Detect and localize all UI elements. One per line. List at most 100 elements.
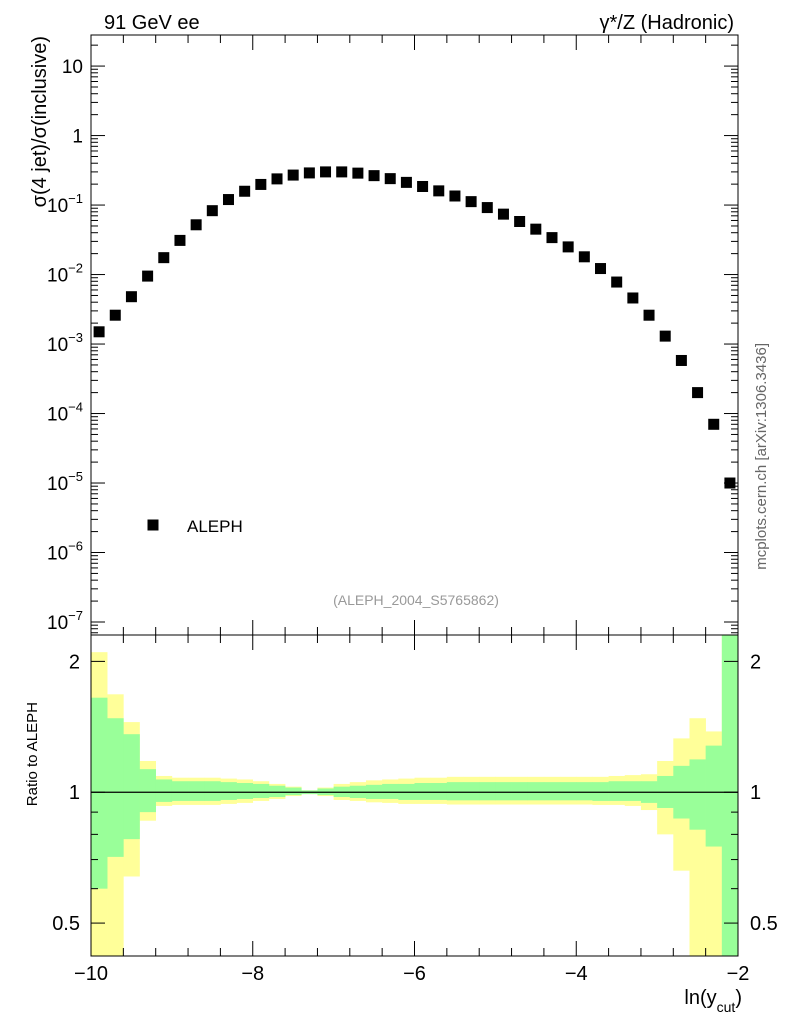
data-point [692,387,704,399]
xlabel-subscript: cut [717,999,736,1015]
stat-band-bin [624,781,642,801]
main-ytick-label: 10−5 [47,469,83,495]
data-point [497,208,509,220]
stat-band-bin [220,782,237,800]
main-marks [93,166,736,489]
stat-band-bin [414,783,431,800]
data-point [222,194,234,206]
legend-marker [147,519,159,531]
header-left-label: 91 GeV ee [104,12,200,34]
header-right-label: γ*/Z (Hadronic) [600,12,734,34]
stat-band-bin [705,745,723,847]
ratio-ylabel: Ratio to ALEPH [24,702,41,806]
data-point [303,167,315,179]
data-point [255,178,267,190]
main-ytick-exp: −1 [68,191,83,206]
main-ytick-label: 10−1 [47,191,83,217]
main-ytick-label: 10−4 [47,400,83,426]
stat-band-bin [123,734,140,840]
ratio-ytick-label: 2 [69,651,80,673]
stat-band-bin [446,782,464,801]
stat-band-bin [252,783,270,798]
stat-band-bin [204,781,221,801]
ratio-ytick-label-right: 2 [750,651,761,673]
xtick-label: −6 [403,963,426,985]
stat-band-bin [188,781,205,801]
data-point [287,169,299,181]
ratio-bands [91,635,739,956]
data-point [546,232,558,244]
data-point [158,252,170,264]
stat-band-bin [382,783,399,799]
data-point [142,270,154,282]
main-ytick-label: 1 [72,127,83,148]
xtick-label: −4 [565,963,588,985]
stat-band-bin [268,785,286,798]
main-ytick-base: 10 [47,474,68,495]
main-ytick-exp: −7 [68,608,83,623]
main-ytick-label: 10−2 [47,261,83,287]
stat-band-bin [171,781,189,801]
main-ytick-exp: −6 [68,539,83,554]
data-point [465,196,477,208]
stat-band-bin [91,697,108,889]
stat-band-bin [511,782,529,801]
data-point [562,241,574,253]
side-label: mcplots.cern.ch [arXiv:1306.3436] [753,343,770,570]
stat-band-bin [608,781,626,801]
data-point [109,309,121,321]
stat-band-bin [139,769,156,813]
stat-band-bin [430,783,448,800]
main-ytick-base: 10 [47,266,68,287]
data-point [514,215,526,227]
ratio-ytick-label: 0.5 [52,913,80,935]
stat-band-bin [236,783,254,799]
xtick-label: −10 [74,963,108,985]
main-ytick-label: 10−6 [47,539,83,565]
stat-band-bin [463,782,480,801]
data-point [206,205,218,217]
stat-band-bin [576,782,593,801]
data-point [174,234,186,246]
main-ytick-exp: −4 [68,400,83,415]
xlabel-main: ln(y [684,987,716,1009]
ratio-ytick-label: 1 [69,782,80,804]
data-point [320,166,332,178]
data-point [352,167,364,179]
data-point [417,180,429,192]
data-point [530,223,542,235]
data-point [368,170,380,182]
stat-band-bin [285,787,302,796]
data-point [125,291,137,303]
ratio-frame [90,634,739,957]
data-point [384,173,396,185]
data-point [643,309,655,321]
main-ytick-exp: −3 [68,330,83,345]
xtick-label: −8 [241,963,264,985]
data-point [627,292,639,304]
stat-band-bin [479,782,496,801]
data-point [271,173,283,185]
xlabel-close: ) [735,987,742,1009]
xtick-label: −2 [727,963,750,985]
data-point [449,190,461,202]
data-point [611,276,623,288]
data-point [578,251,590,263]
main-ytick-base: 10 [47,405,68,426]
main-ytick-base: 10 [47,335,68,356]
stat-band-bin [527,782,545,801]
data-point [433,185,445,197]
legend: ALEPH [147,517,243,536]
data-point [481,202,493,214]
data-point [659,330,671,342]
main-ytick-label: 10 [62,57,83,78]
data-point [239,185,251,197]
data-point [595,263,607,275]
main-ytick-label: 10−3 [47,330,83,356]
main-ytick-base: 10 [47,544,68,565]
main-ytick-base: 10 [47,196,68,217]
ratio-ytick-label-right: 0.5 [750,913,778,935]
